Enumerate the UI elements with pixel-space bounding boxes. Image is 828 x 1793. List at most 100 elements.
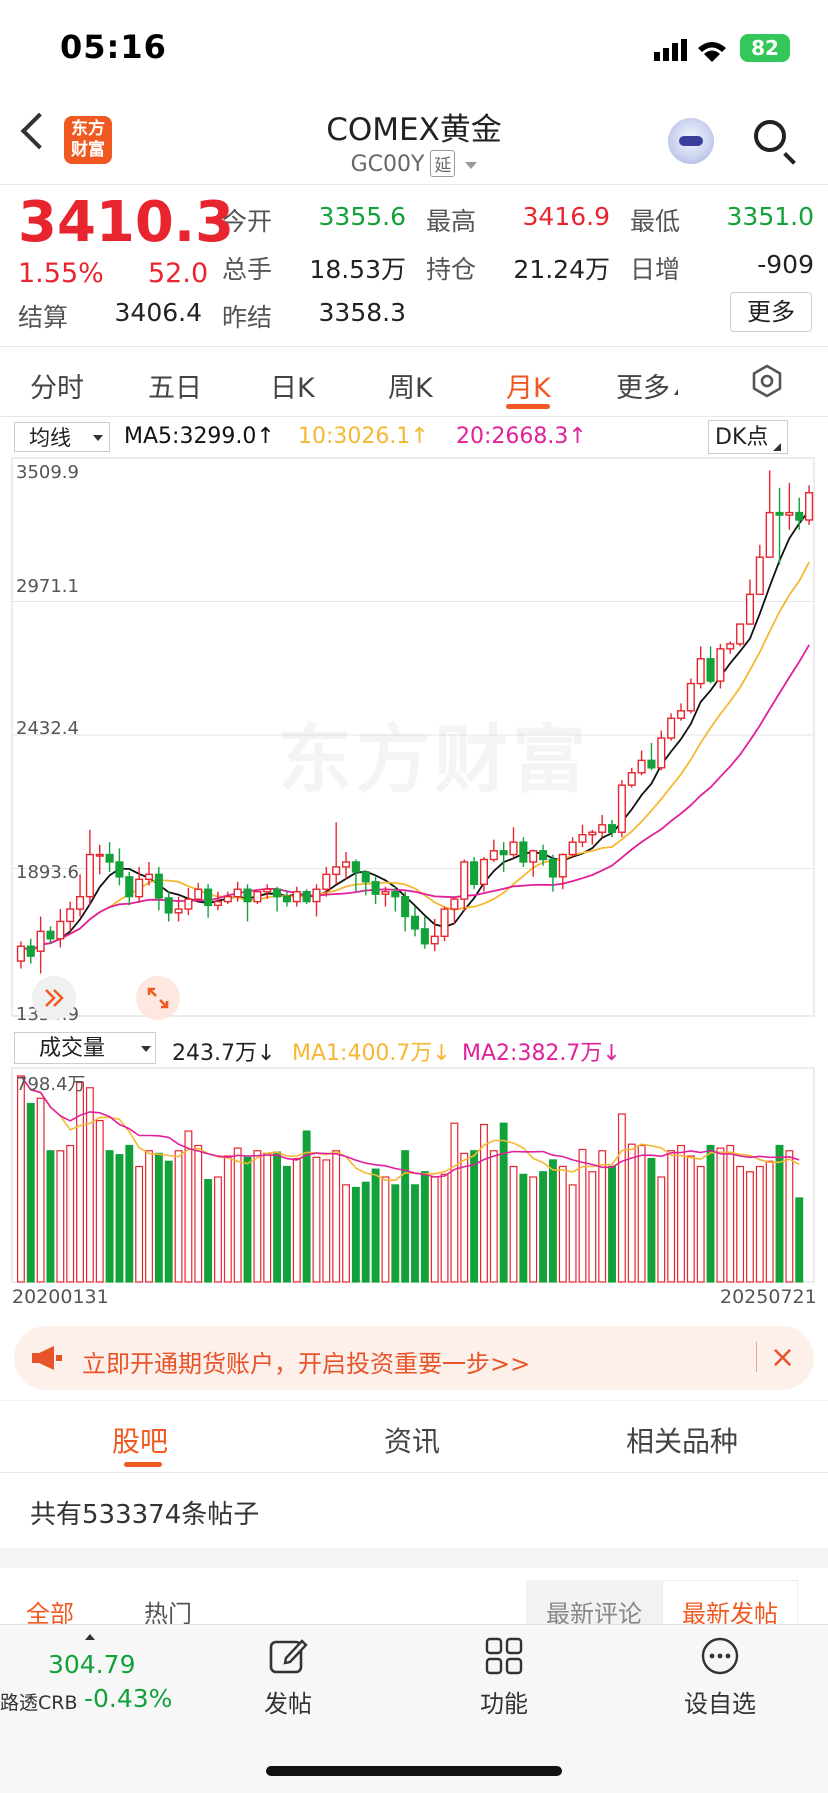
volume-bar [332, 1150, 341, 1283]
tab-more-label: 更多 [616, 373, 670, 404]
home-indicator [266, 1766, 562, 1776]
volume-indicator-select[interactable]: 成交量 [14, 1032, 156, 1064]
vol-ma1-readout: MA1:400.7万↓ [292, 1041, 451, 1066]
volume-bar [657, 1176, 666, 1283]
volume-bar [480, 1123, 488, 1283]
ma10-line [20, 561, 810, 953]
tab-news[interactable]: 资讯 [384, 1425, 441, 1458]
indicator-select-label: 均线 [29, 426, 71, 450]
candle [460, 861, 469, 900]
low-label: 最低 [630, 207, 681, 236]
nav-add-watchlist[interactable]: 设自选 [684, 1690, 756, 1718]
volume-bar [519, 1173, 528, 1283]
volume-bar [411, 1184, 419, 1283]
prev-settle-label: 昨结 [222, 303, 273, 332]
open-interest-value: 21.24万 [513, 255, 610, 284]
tab-monthly-k[interactable]: 月K [506, 373, 551, 404]
sort-latest-comment[interactable]: 最新评论 [546, 1600, 642, 1628]
candle [233, 888, 242, 898]
volume-bar [539, 1171, 548, 1283]
volume-bar [509, 1165, 518, 1283]
vol-ma2-line [20, 1075, 800, 1178]
more-dots-icon[interactable] [700, 1636, 740, 1676]
volume-bar [578, 1148, 587, 1283]
volume-bar [647, 1158, 656, 1283]
candle [568, 841, 577, 856]
volume-chart[interactable] [0, 1066, 828, 1286]
volume-bar [292, 1158, 301, 1283]
cellular-signal-icon [654, 39, 726, 62]
x-end-date: 20250721 [720, 1286, 817, 1308]
crb-index-value[interactable]: 304.79 [48, 1650, 136, 1679]
volume-bar [706, 1144, 715, 1283]
daily-increase-value: -909 [757, 250, 814, 279]
nav-functions[interactable]: 功能 [480, 1690, 528, 1718]
fullscreen-button[interactable] [136, 976, 180, 1020]
volume-bar [145, 1150, 153, 1283]
candle [401, 895, 410, 918]
filter-hot[interactable]: 热门 [144, 1600, 192, 1628]
volume-bar [263, 1152, 272, 1283]
sort-latest-post[interactable]: 最新发帖 [682, 1600, 778, 1628]
tab-forum[interactable]: 股吧 [112, 1425, 169, 1458]
contract-code-selector[interactable]: GC00Y 延 [0, 150, 828, 177]
settle-label: 结算 [18, 303, 69, 332]
prev-settle-value: 3358.3 [318, 298, 406, 327]
tab-related[interactable]: 相关品种 [626, 1425, 739, 1458]
candle [765, 511, 774, 558]
edit-icon[interactable] [268, 1636, 308, 1676]
candle [548, 858, 557, 878]
gear-icon[interactable] [750, 364, 784, 398]
tab-intraday[interactable]: 分时 [30, 373, 84, 404]
apps-icon[interactable] [484, 1636, 524, 1676]
volume-bar [194, 1144, 203, 1283]
robot-assistant-icon[interactable] [668, 118, 714, 164]
candle [706, 658, 715, 682]
change-value: 52.0 [148, 258, 209, 289]
indicator-select[interactable]: 均线 [14, 422, 110, 452]
candle [479, 858, 489, 885]
filter-all[interactable]: 全部 [26, 1600, 74, 1628]
candle [36, 930, 45, 952]
tab-weekly-k[interactable]: 周K [388, 373, 433, 404]
volume-label: 总手 [222, 255, 273, 284]
tab-five-day[interactable]: 五日 [148, 373, 202, 404]
dk-point-button[interactable]: DK点 [708, 420, 788, 454]
candle [361, 871, 370, 883]
volume-bar [273, 1151, 282, 1283]
app-logo: 东方财富 [64, 116, 112, 164]
more-quote-button[interactable]: 更多 [730, 292, 812, 332]
candle [75, 895, 85, 910]
promo-text[interactable]: 立即开通期货账户，开启投资重要一步>> [82, 1350, 531, 1378]
settle-value: 3406.4 [114, 298, 202, 327]
volume-value: 18.53万 [309, 255, 406, 284]
volume-bar [785, 1150, 794, 1283]
volume-bar [627, 1143, 636, 1283]
volume-bar [677, 1144, 685, 1283]
candle [410, 915, 420, 930]
dk-point-label: DK点 [715, 425, 769, 450]
tab-more[interactable]: 更多 [616, 366, 678, 405]
volume-bar [243, 1156, 252, 1283]
candle [529, 850, 538, 863]
caret-down-icon [141, 1046, 151, 1052]
volume-bar [568, 1184, 577, 1283]
candle [144, 873, 154, 881]
scroll-left-button[interactable] [32, 976, 76, 1020]
nav-post[interactable]: 发帖 [264, 1690, 312, 1718]
kline-chart[interactable] [0, 450, 828, 1030]
volume-bar [440, 1173, 449, 1283]
volume-bar [76, 1081, 84, 1283]
candle [726, 643, 735, 650]
close-icon[interactable]: × [770, 1340, 796, 1375]
tab-daily-k[interactable]: 日K [270, 373, 315, 404]
promo-banner[interactable] [14, 1326, 814, 1390]
search-icon[interactable] [754, 120, 786, 152]
volume-bar [499, 1122, 508, 1283]
candle [302, 891, 311, 903]
volume-bar [184, 1130, 193, 1283]
volume-bar [391, 1184, 400, 1283]
candle [755, 556, 764, 596]
active-tab-indicator [124, 1462, 162, 1467]
candle [391, 891, 400, 898]
